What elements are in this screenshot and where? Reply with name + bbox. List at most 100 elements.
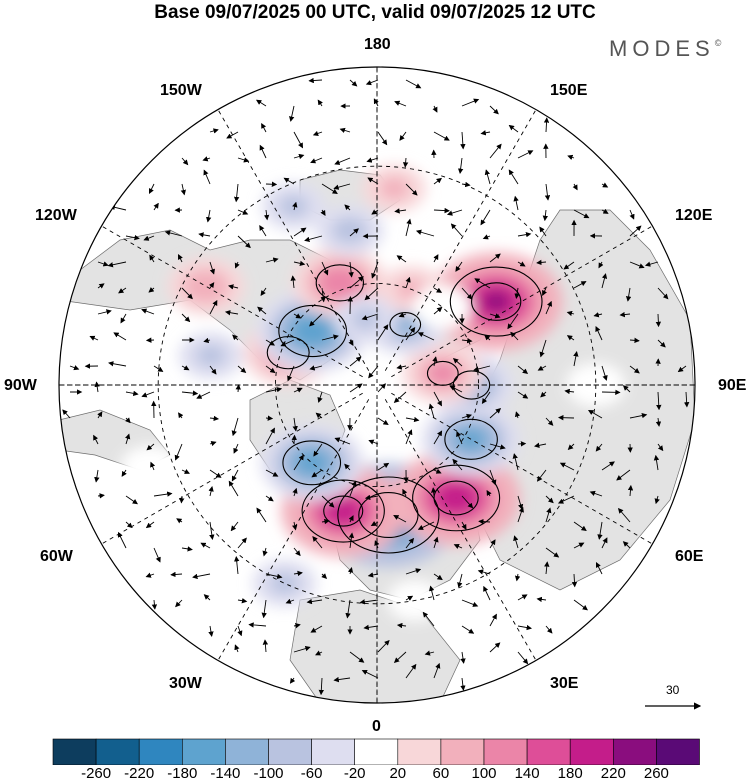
wind-arrow <box>461 287 473 300</box>
wind-arrow <box>402 488 408 497</box>
wind-arrow <box>209 261 215 275</box>
wind-arrow <box>622 385 631 393</box>
anomaly-level <box>196 344 226 367</box>
wind-arrow <box>97 493 105 499</box>
wind-arrow <box>321 518 330 525</box>
wind-arrow <box>461 625 475 634</box>
wind-arrow <box>333 183 351 190</box>
wind-arrow <box>237 598 248 604</box>
wind-arrow <box>433 430 443 445</box>
colorbar-cell <box>612 738 657 765</box>
wind-arrow <box>293 454 304 471</box>
wind-arrow <box>514 287 520 299</box>
wind-arrow <box>313 443 323 457</box>
wind-arrow <box>543 117 550 133</box>
wind-arrow <box>430 487 437 497</box>
wind-arrow <box>449 385 463 393</box>
wind-arrow <box>170 571 183 578</box>
wind-arrow <box>145 572 155 578</box>
wind-arrow <box>510 331 519 341</box>
wind-arrow <box>545 300 552 315</box>
wind-arrow <box>97 309 112 315</box>
wind-arrow <box>474 278 491 289</box>
wind-arrow <box>348 261 354 278</box>
wind-arrow <box>622 541 631 549</box>
wind-arrow <box>349 356 362 367</box>
wind-arrow <box>545 625 553 634</box>
wind-arrow <box>312 536 323 549</box>
lat-lon-grid <box>59 67 695 703</box>
wind-arrow <box>263 209 270 221</box>
wind-arrow <box>293 227 307 237</box>
wind-arrow <box>513 195 519 211</box>
wind-arrow <box>536 469 547 482</box>
colorbar-cell <box>182 738 226 765</box>
wind-arrow <box>589 490 603 497</box>
anomaly-level <box>350 308 381 331</box>
wind-arrow <box>478 518 491 525</box>
wind-arrow <box>293 131 303 149</box>
wind-arrow <box>208 625 214 637</box>
colorbar-cell <box>95 738 140 765</box>
wind-arrow <box>181 365 190 371</box>
wind-arrow <box>256 507 267 523</box>
wind-arrow <box>473 365 491 372</box>
wind-arrow <box>377 383 386 393</box>
wind-arrow <box>293 260 306 266</box>
wind-arrow <box>108 361 127 367</box>
wind-arrow <box>292 487 298 497</box>
wind-arrow <box>361 670 379 679</box>
wind-arrow <box>534 442 547 448</box>
wind-arrow <box>181 390 199 396</box>
wind-arrow <box>311 469 323 478</box>
wind-arrow <box>480 130 491 136</box>
wind-arrow <box>545 507 552 523</box>
wind-arrow <box>461 337 473 344</box>
wind-arrow <box>233 443 239 454</box>
wind-arrow <box>517 261 526 267</box>
wind-arrow <box>593 312 603 318</box>
wind-arrow <box>309 313 323 327</box>
wind-arrow <box>514 411 521 419</box>
wind-arrow <box>542 209 549 222</box>
wind-arrow <box>595 443 603 452</box>
wind-arrow <box>377 131 388 146</box>
lon-label-120w: 120W <box>35 207 77 224</box>
wind-arrow <box>396 364 407 370</box>
contour-line <box>412 464 501 532</box>
wind-arrow <box>656 391 662 411</box>
anomaly-level <box>332 217 368 244</box>
wind-arrow <box>654 495 660 505</box>
wind-arrow <box>486 489 492 497</box>
wind-arrow <box>597 521 603 540</box>
wind-arrow <box>257 306 267 315</box>
wind-arrow <box>290 275 296 289</box>
wind-arrow <box>181 469 190 474</box>
wind-arrow <box>517 495 524 510</box>
wind-arrow <box>539 226 547 237</box>
wind-arrow <box>559 462 575 471</box>
wind-arrow <box>394 208 407 214</box>
wind-arrow <box>234 644 240 653</box>
wind-arrow <box>461 599 479 607</box>
wind-arrow <box>321 495 335 508</box>
wind-arrow <box>181 546 193 552</box>
wind-arrow <box>507 313 519 330</box>
wind-arrow <box>234 556 240 575</box>
wind-arrow <box>228 480 239 497</box>
wind-arrow <box>151 599 158 610</box>
wind-arrow <box>489 105 499 115</box>
wind-arrow <box>174 443 183 461</box>
wind-arrow <box>198 232 211 238</box>
wind-arrow <box>349 651 365 663</box>
wind-arrow <box>460 131 466 150</box>
wind-arrow <box>508 124 519 133</box>
wind-vectors <box>62 77 690 696</box>
wind-arrow <box>536 259 547 266</box>
wind-arrow <box>489 253 501 263</box>
wind-arrow <box>237 209 249 215</box>
wind-arrow <box>260 287 267 297</box>
lon-label-90e: 90E <box>718 377 747 394</box>
wind-arrow <box>627 484 634 497</box>
colorbar-tick: -60 <box>300 765 323 782</box>
